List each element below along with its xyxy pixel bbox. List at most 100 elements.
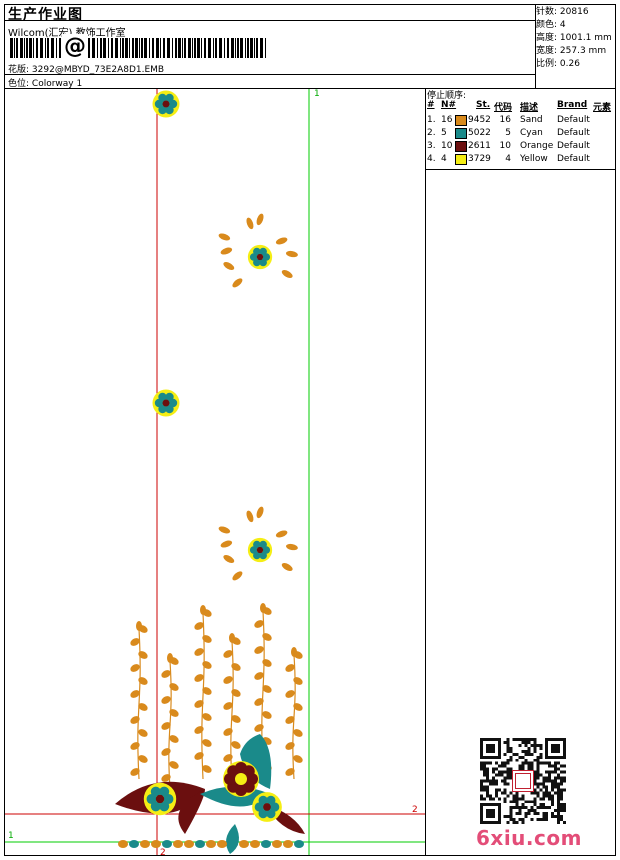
border-leaf <box>217 840 227 848</box>
qr-module <box>485 785 489 789</box>
flower-petal <box>165 93 174 103</box>
qr-module <box>533 758 537 762</box>
barcode-bar <box>92 38 95 58</box>
qr-module <box>530 818 534 822</box>
qr-module <box>560 806 564 810</box>
qr-module <box>488 761 492 765</box>
vine-leaf <box>285 716 295 724</box>
leaf-motif <box>220 247 233 255</box>
barcode-bar <box>59 38 61 58</box>
qr-module <box>542 785 546 789</box>
stop-brand: Default <box>557 154 590 164</box>
qr-module <box>509 758 513 762</box>
vine-leaf <box>138 755 148 763</box>
qr-module <box>545 806 549 810</box>
qr-module <box>509 818 513 822</box>
barcode-bar <box>144 38 147 58</box>
barcode-bar <box>160 38 161 58</box>
qr-module <box>536 812 540 816</box>
qr-module <box>485 794 489 798</box>
qr-module <box>530 764 534 768</box>
barcode <box>10 38 266 58</box>
vine-leaf <box>138 651 148 659</box>
qr-module <box>563 788 566 792</box>
flower-petal <box>249 253 258 261</box>
qr-module <box>494 794 498 798</box>
leaf-motif <box>246 510 254 523</box>
vine-leaf <box>293 703 303 711</box>
flower-center <box>162 399 170 407</box>
stats-panel: 针数: 20816 颜色: 4 高度: 1001.1 mm 宽度: 257.3 … <box>536 6 616 71</box>
stop-brand: Default <box>557 128 590 138</box>
flower-petal <box>159 786 170 797</box>
bouquet-motif <box>115 734 305 854</box>
qr-module <box>542 818 546 822</box>
flower-petal <box>253 258 261 267</box>
barcode-bar <box>29 38 32 58</box>
qr-module <box>506 821 510 824</box>
qr-module <box>539 806 543 810</box>
qr-module <box>539 803 543 807</box>
qr-module <box>533 800 537 804</box>
qr-module <box>488 779 492 783</box>
guide-label-v1: 1 <box>314 89 320 99</box>
qr-module <box>539 761 543 765</box>
barcode-bar <box>108 38 109 58</box>
qr-module <box>503 779 507 783</box>
barcode-bar <box>260 38 263 58</box>
qr-module <box>518 743 522 747</box>
vine-leaf <box>161 670 171 678</box>
qr-module <box>557 809 561 813</box>
small-flower-motif <box>247 244 273 270</box>
leaf-motif <box>232 571 243 581</box>
barcode-bar <box>115 38 118 58</box>
barcode-bar <box>184 38 186 58</box>
leaf-motif <box>246 217 254 230</box>
qr-module <box>485 761 489 765</box>
vine-tip <box>260 603 266 613</box>
qr-module <box>542 794 546 798</box>
stat-scale: 比例: 0.26 <box>536 59 580 69</box>
stat-width: 宽度: 257.3 mm <box>536 46 607 56</box>
barcode-bar <box>256 38 258 58</box>
qr-module <box>521 764 525 768</box>
flower-petal <box>159 801 170 812</box>
qr-module <box>524 761 528 765</box>
qr-module <box>521 755 525 759</box>
qr-module <box>518 755 522 759</box>
qr-module <box>491 767 495 771</box>
flower-petal <box>253 247 261 256</box>
barcode-bar <box>51 38 54 58</box>
qr-module <box>536 767 540 771</box>
border-leaf <box>206 840 216 848</box>
qr-module <box>536 743 540 747</box>
qr-module <box>536 776 540 780</box>
leaf-shape <box>275 237 288 245</box>
border-leaf <box>250 840 260 848</box>
vine-leaf <box>194 674 204 682</box>
qr-module <box>533 791 537 795</box>
flower-petal <box>165 404 174 414</box>
color-swatch <box>455 115 467 126</box>
barcode-bar <box>188 38 191 58</box>
qr-finder-core <box>551 743 561 753</box>
border-leaf <box>239 840 249 848</box>
stop-brand: Default <box>557 141 590 151</box>
qr-module <box>560 794 564 798</box>
qr-module <box>530 767 534 771</box>
qr-module <box>521 821 525 824</box>
leaf-motif <box>223 262 235 270</box>
vine-leaf <box>231 663 241 671</box>
stop-desc: Cyan <box>520 128 543 138</box>
leaf-shape <box>220 540 233 548</box>
qr-module <box>533 770 537 774</box>
barcode-bar <box>10 38 13 58</box>
qr-module <box>557 800 561 804</box>
flower-petal <box>154 398 164 408</box>
vine-leaf <box>223 728 233 736</box>
leaf-motif <box>232 278 243 288</box>
flower-petal <box>158 105 167 115</box>
vine-leaf <box>194 752 204 760</box>
border-leaf <box>151 840 161 848</box>
leaf-shape <box>246 217 254 230</box>
